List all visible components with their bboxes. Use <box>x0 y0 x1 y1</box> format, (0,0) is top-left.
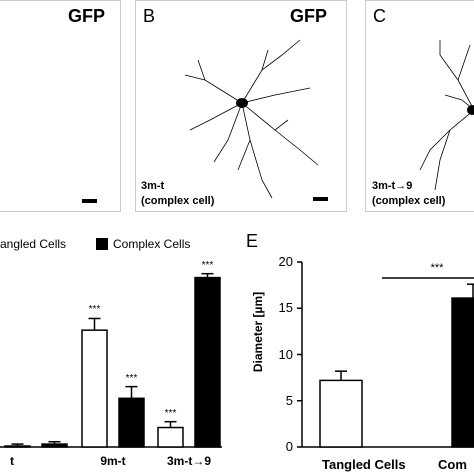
chart-e-bar <box>319 379 363 448</box>
chart-d-category-label: 3m-t→9 <box>166 454 212 468</box>
chart-e-tick-label: 0 <box>285 439 293 454</box>
chart-e-tick-label: 20 <box>278 254 293 269</box>
panel-c-caption-2: (complex cell) <box>372 195 446 207</box>
chart-d-bar <box>118 397 145 448</box>
panel-c <box>365 0 474 212</box>
panel-b-caption-2: (complex cell) <box>141 195 215 207</box>
neuron-c <box>419 40 474 191</box>
panel-c-caption-1: 3m-t→9 <box>372 180 413 192</box>
legend-item-1-label: angled Cells <box>0 237 67 251</box>
chart-e-category-label: Com <box>438 457 467 472</box>
panel-a-gfp: GFP <box>68 6 106 26</box>
chart-e-category-label: Tangled Cells <box>322 457 406 472</box>
chart-d-bar <box>194 276 221 448</box>
legend-item-2-swatch <box>96 238 108 250</box>
panel-b-gfp: GFP <box>290 6 328 26</box>
scale-bar-b <box>313 197 328 201</box>
legend-item-2-label: Complex Cells <box>113 237 191 251</box>
neuron-b <box>184 39 319 199</box>
chart-d-significance: *** <box>164 407 177 419</box>
chart-d-significance: *** <box>125 372 138 384</box>
chart-d-significance: *** <box>88 304 101 316</box>
chart-e-bar <box>451 297 474 448</box>
chart-e-tick-label: 10 <box>278 346 293 362</box>
panel-e-label: E <box>246 231 259 251</box>
panel-b-caption-1: 3m-t <box>141 180 165 192</box>
chart-e-tick-label: 15 <box>278 300 293 316</box>
chart-d-significance: *** <box>201 259 214 271</box>
neuron-c-soma <box>467 105 474 115</box>
chart-e-tick-label: 5 <box>285 392 293 408</box>
neuron-b-soma <box>236 98 248 108</box>
chart-d-category-label: t <box>10 454 14 468</box>
panel-b-label: B <box>143 6 156 26</box>
chart-e-significance: *** <box>430 262 444 274</box>
chart-d-category-label: 9m-t <box>100 454 126 468</box>
panel-a <box>0 0 121 212</box>
chart-d-bar <box>81 329 108 448</box>
scale-bar-a <box>82 199 97 203</box>
panel-c-label: C <box>373 6 386 26</box>
